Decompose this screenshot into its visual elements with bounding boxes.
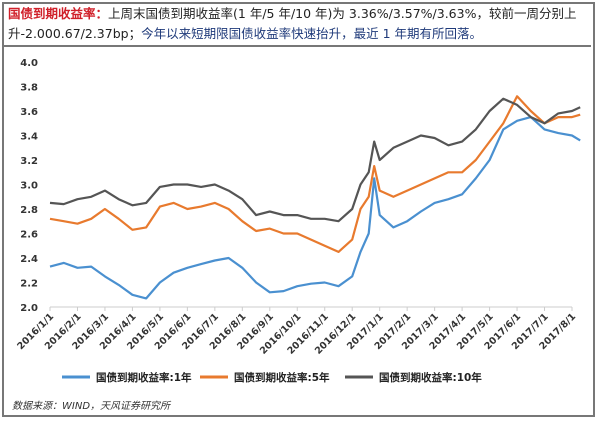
y-tick-label: 2.2 (20, 279, 38, 290)
y-tick-label: 2.4 (20, 254, 38, 265)
line-chart: 2.02.22.42.62.83.03.23.43.63.84.02016/1/… (15, 58, 581, 384)
y-tick-label: 2.8 (20, 205, 38, 216)
y-tick-label: 2.6 (20, 230, 38, 241)
figure-frame (2, 2, 595, 417)
series-line-3 (49, 97, 581, 223)
header-text: 国债到期收益率：上周末国债到期收益率(1 年/5 年/10 年)为 3.36%/… (2, 2, 591, 47)
y-tick-label: 3.0 (20, 181, 38, 192)
y-tick-label: 3.2 (20, 156, 38, 167)
y-tick-label: 3.6 (20, 107, 38, 118)
header-label: 国债到期收益率： (8, 6, 109, 21)
series-line-2 (49, 95, 581, 253)
source-note: 数据来源：WIND，天风证券研究所 (12, 401, 171, 412)
legend-label: 国债到期收益率:10年 (379, 371, 482, 384)
y-tick-label: 4.0 (20, 58, 38, 69)
series-line-1 (49, 116, 581, 300)
y-tick-label: 2.0 (20, 303, 38, 314)
header-text2: 今年以来短期限国债收益率快速抬升，最近 1 年期有所回落。 (141, 26, 482, 41)
y-tick-label: 3.4 (20, 132, 38, 143)
legend-label: 国债到期收益率:1年 (96, 371, 192, 384)
legend-label: 国债到期收益率:5年 (234, 371, 330, 384)
header-text1: 上周末国债到期收益率(1 年/5 年/10 年)为 3.36%/3.57%/3.… (8, 6, 577, 41)
y-tick-label: 3.8 (20, 83, 38, 94)
